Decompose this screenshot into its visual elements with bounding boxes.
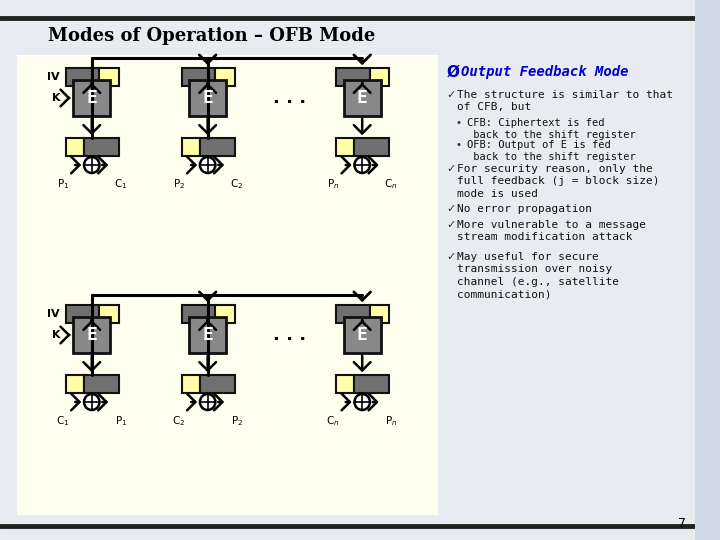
Text: E: E — [202, 89, 213, 107]
Bar — [336, 375, 354, 393]
Text: E: E — [357, 89, 368, 107]
Text: The structure is similar to that
of CFB, but: The structure is similar to that of CFB,… — [457, 90, 673, 112]
Text: P$_n$: P$_n$ — [327, 177, 339, 191]
Text: P$_2$: P$_2$ — [173, 177, 185, 191]
Bar — [84, 375, 119, 393]
Text: P$_2$: P$_2$ — [230, 414, 243, 428]
Bar — [181, 375, 200, 393]
Text: P$_1$: P$_1$ — [57, 177, 69, 191]
Text: E: E — [357, 326, 368, 344]
Text: K: K — [52, 93, 60, 103]
Text: IV: IV — [48, 309, 60, 319]
Text: Modes of Operation – OFB Mode: Modes of Operation – OFB Mode — [48, 27, 376, 45]
Text: C$_n$: C$_n$ — [384, 177, 398, 191]
Bar — [215, 305, 235, 323]
Text: P$_1$: P$_1$ — [114, 414, 127, 428]
Text: More vulnerable to a message
stream modification attack: More vulnerable to a message stream modi… — [457, 220, 646, 242]
Bar — [66, 68, 99, 86]
Circle shape — [84, 157, 99, 173]
Bar — [215, 68, 235, 86]
Bar — [73, 317, 110, 353]
Bar — [17, 55, 438, 515]
Text: C$_2$: C$_2$ — [172, 414, 185, 428]
Text: CFB: Ciphertext is fed
 back to the shift register: CFB: Ciphertext is fed back to the shift… — [467, 118, 635, 140]
Text: . . .: . . . — [273, 89, 306, 107]
Bar — [99, 68, 119, 86]
Text: E: E — [86, 89, 97, 107]
Circle shape — [354, 394, 370, 410]
Bar — [181, 138, 200, 156]
Text: For security reason, only the
full feedback (j = block size)
mode is used: For security reason, only the full feedb… — [457, 164, 660, 199]
Text: E: E — [86, 326, 97, 344]
Circle shape — [84, 394, 99, 410]
Bar — [66, 138, 84, 156]
Bar — [354, 138, 390, 156]
Bar — [189, 80, 226, 116]
Bar — [344, 317, 381, 353]
Text: ✓: ✓ — [446, 164, 456, 174]
Bar — [336, 68, 370, 86]
Text: K: K — [52, 330, 60, 340]
Bar — [336, 138, 354, 156]
Text: No error propagation: No error propagation — [457, 204, 592, 214]
Bar — [73, 80, 110, 116]
Bar — [336, 305, 370, 323]
Text: C$_1$: C$_1$ — [56, 414, 69, 428]
Circle shape — [354, 157, 370, 173]
Text: ✓: ✓ — [446, 220, 456, 230]
Text: Ø: Ø — [446, 65, 459, 80]
Text: OFB: Output of E is fed
 back to the shift register: OFB: Output of E is fed back to the shif… — [467, 140, 635, 163]
Bar — [84, 138, 119, 156]
Text: •: • — [456, 118, 462, 128]
Text: C$_1$: C$_1$ — [114, 177, 127, 191]
Text: Output Feedback Mode: Output Feedback Mode — [461, 65, 629, 79]
Text: C$_2$: C$_2$ — [230, 177, 243, 191]
Text: ✓: ✓ — [446, 90, 456, 100]
Bar — [66, 305, 99, 323]
Bar — [200, 138, 235, 156]
Text: . . .: . . . — [273, 326, 306, 344]
Text: 7: 7 — [678, 517, 685, 530]
Text: •: • — [456, 140, 462, 150]
Bar — [370, 68, 390, 86]
Bar — [181, 305, 215, 323]
Text: P$_n$: P$_n$ — [385, 414, 397, 428]
Text: ✓: ✓ — [446, 204, 456, 214]
Bar — [99, 305, 119, 323]
Text: May useful for secure
transmission over noisy
channel (e.g., satellite
communica: May useful for secure transmission over … — [457, 252, 619, 299]
Bar — [200, 375, 235, 393]
Text: IV: IV — [48, 72, 60, 82]
Text: C$_n$: C$_n$ — [326, 414, 340, 428]
Bar — [66, 375, 84, 393]
Bar — [181, 68, 215, 86]
Circle shape — [200, 394, 215, 410]
Circle shape — [200, 157, 215, 173]
Text: ✓: ✓ — [446, 252, 456, 262]
Bar — [344, 80, 381, 116]
Text: E: E — [202, 326, 213, 344]
Bar — [189, 317, 226, 353]
Bar — [354, 375, 390, 393]
Bar — [370, 305, 390, 323]
